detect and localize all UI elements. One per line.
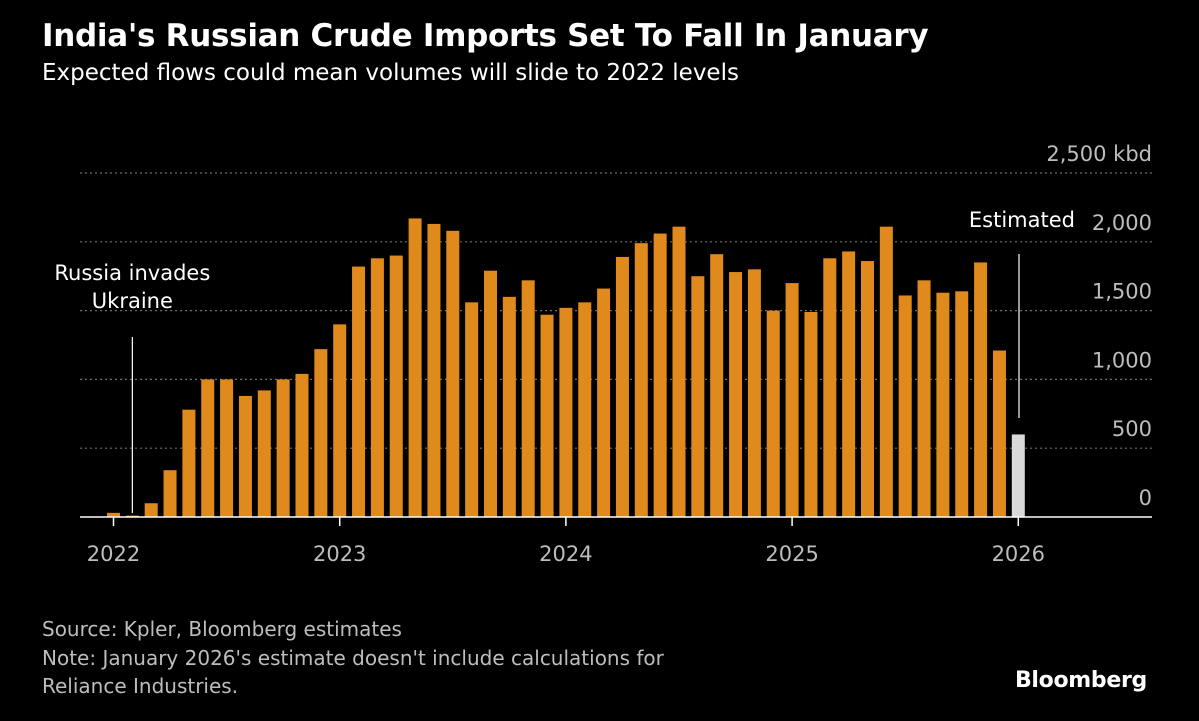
y-tick-label: 2,500 kbd — [1046, 142, 1152, 166]
bar — [163, 470, 177, 517]
annotation-estimated: Estimated — [969, 208, 1075, 232]
note-line-1: Note: January 2026's estimate doesn't in… — [42, 646, 664, 670]
bar — [766, 310, 780, 517]
bar — [559, 307, 573, 517]
bar — [295, 373, 309, 517]
bar — [276, 379, 290, 517]
bar — [521, 280, 535, 517]
bar — [352, 266, 366, 517]
x-tick-label: 2022 — [87, 542, 140, 566]
bar — [747, 269, 761, 517]
y-tick-label: 1,000 — [1092, 348, 1152, 372]
bar-chart: 2022 2023 2024 2025 2026 0 500 1,000 1,500 2,000… — [54, 142, 1152, 566]
bar — [804, 311, 818, 517]
x-axis: 2022 2023 2024 2025 2026 — [80, 516, 1152, 566]
bar — [691, 276, 705, 517]
bar — [842, 251, 856, 517]
bar — [389, 255, 403, 517]
bar — [898, 295, 912, 517]
bar — [917, 280, 931, 517]
bar — [220, 379, 234, 517]
x-tick-label: 2024 — [539, 542, 592, 566]
bar — [861, 261, 874, 517]
bar-estimated — [1011, 434, 1025, 517]
bar — [540, 314, 554, 517]
bar — [785, 283, 799, 517]
y-tick-label: 0 — [1139, 486, 1152, 510]
annotations: Russia invades Ukraine Estimated — [54, 208, 1075, 513]
bar — [653, 233, 667, 517]
bar — [182, 409, 196, 517]
y-tick-label: 1,500 — [1092, 280, 1152, 304]
bar — [672, 226, 686, 517]
bar — [879, 226, 893, 517]
bar — [427, 223, 441, 518]
x-tick-label: 2026 — [992, 542, 1045, 566]
bar — [578, 302, 592, 517]
bar — [370, 258, 384, 517]
source-note: Source: Kpler, Bloomberg estimates — [42, 617, 402, 641]
bar — [333, 324, 347, 517]
chart-title: India's Russian Crude Imports Set To Fal… — [42, 18, 929, 54]
bar — [710, 254, 724, 517]
bloomberg-logo: Bloomberg — [1014, 668, 1147, 693]
y-tick-label: 500 — [1112, 417, 1152, 441]
bar — [634, 243, 648, 517]
bar — [823, 258, 837, 517]
bar — [238, 395, 252, 517]
annotation-russia-invades-line1: Russia invades — [54, 261, 210, 285]
x-tick-label: 2023 — [313, 542, 366, 566]
bar — [107, 512, 120, 517]
y-tick-label: 2,000 — [1092, 211, 1152, 235]
bar — [992, 350, 1006, 517]
chart-subtitle: Expected flows could mean volumes will s… — [42, 60, 739, 86]
bar — [144, 503, 158, 517]
y-axis-labels: 0 500 1,000 1,500 2,000 2,500 kbd — [1046, 142, 1152, 510]
bars — [107, 218, 1025, 518]
annotation-russia-invades-line2: Ukraine — [92, 289, 173, 313]
bar — [936, 292, 950, 517]
bar — [955, 291, 969, 517]
note-line-2: Reliance Industries. — [42, 674, 239, 698]
bar — [201, 379, 215, 517]
bar — [615, 256, 629, 517]
x-tick-label: 2025 — [765, 542, 818, 566]
bar — [314, 349, 328, 517]
bar — [484, 270, 497, 517]
bar — [257, 390, 271, 517]
bar — [465, 302, 479, 517]
bar — [729, 272, 743, 517]
bar — [446, 230, 460, 518]
bar — [974, 262, 988, 517]
bar — [408, 218, 422, 517]
bar — [597, 288, 611, 517]
bar — [502, 296, 516, 517]
